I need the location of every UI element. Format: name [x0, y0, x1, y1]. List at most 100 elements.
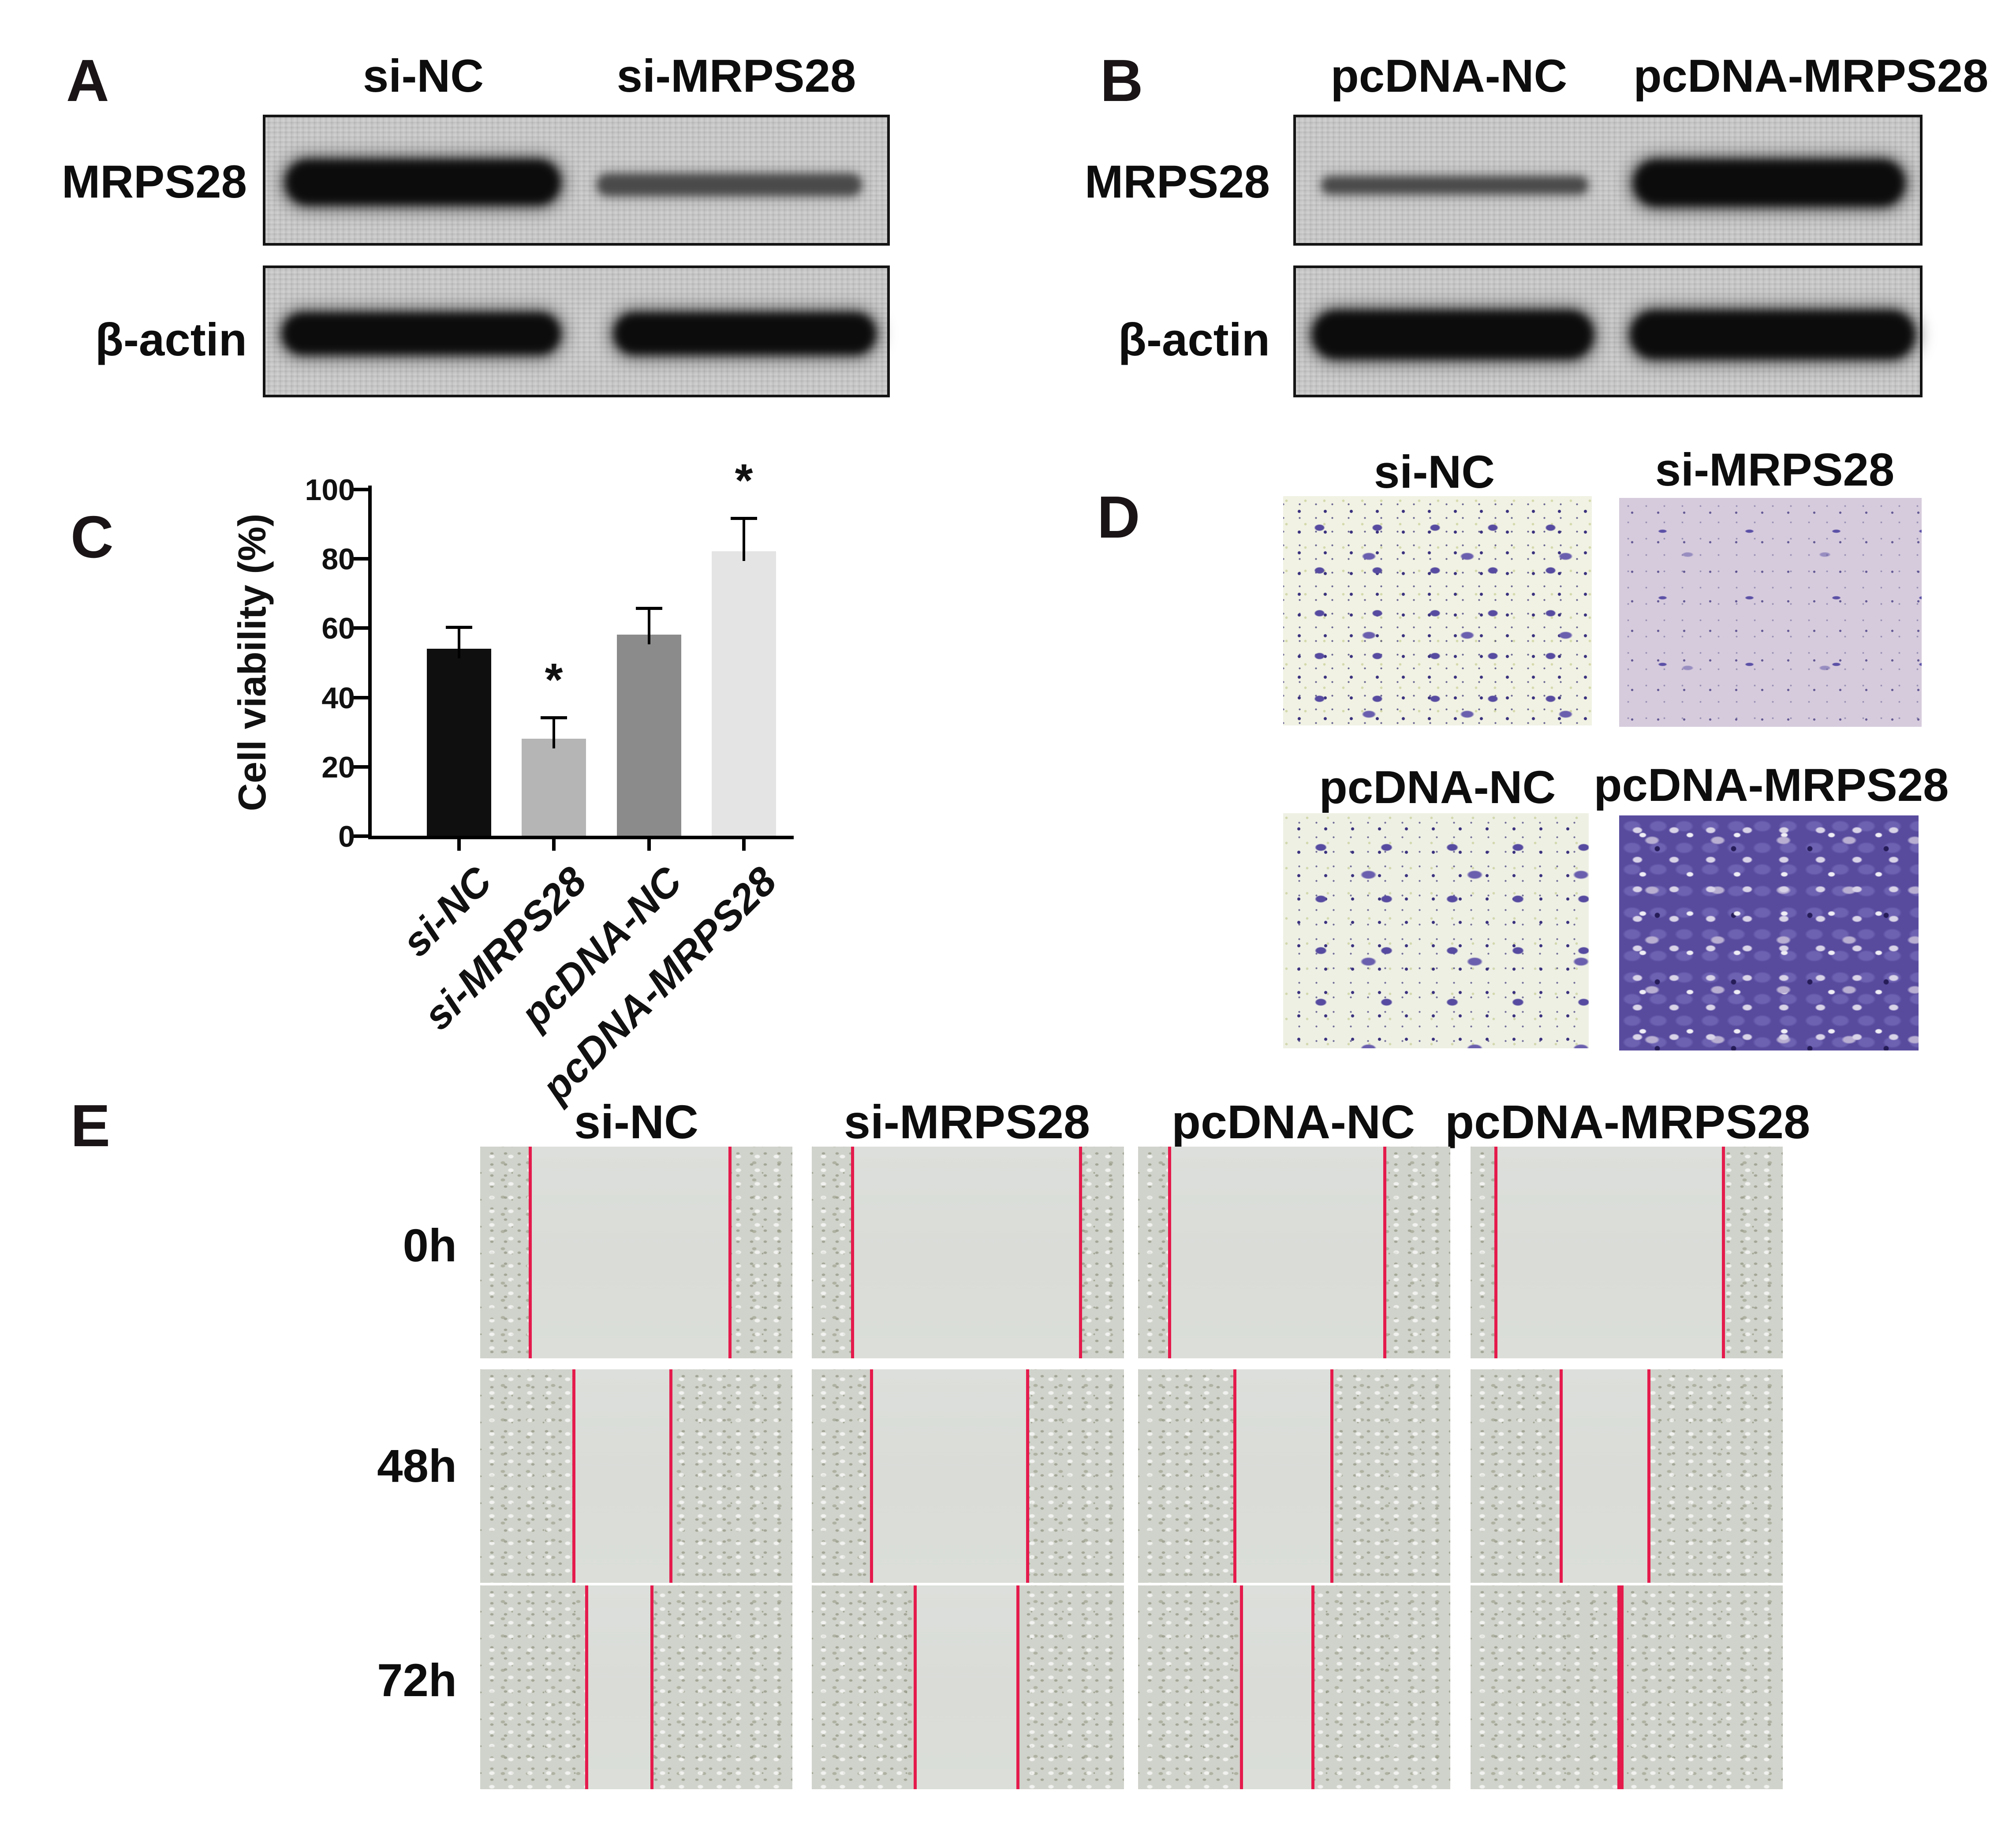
wound-image-72h-pcdna-mrps28: [1471, 1585, 1783, 1789]
wound-image-0h-pcdna-mrps28-right-line: [1722, 1147, 1725, 1358]
panel-e-row-label-0h: 0h: [403, 1220, 457, 1271]
wound-image-0h-pcdna-mrps28-left-line: [1494, 1147, 1497, 1358]
wound-image-48h-pcdna-mrps28: [1471, 1369, 1783, 1583]
bar-si-mrps28: [522, 739, 586, 836]
band-b-mrps28-pcdna-nc: [1322, 176, 1588, 194]
chart-y-tick-label-80: 80: [321, 542, 355, 576]
chart-y-tick-100: [352, 488, 368, 491]
panel-b-beta-actin-blot: [1293, 265, 1923, 397]
panel-d-header-si-nc: si-NC: [1374, 446, 1495, 498]
wound-image-48h-si-mrps28-gap: [873, 1369, 1027, 1583]
error-bar-si-nc: [458, 626, 460, 658]
chart-y-axis: [368, 486, 372, 839]
wound-image-0h-si-mrps28-right-line: [1079, 1147, 1082, 1358]
wound-image-48h-pcdna-nc-left-line: [1233, 1369, 1236, 1583]
wound-image-48h-si-nc-gap: [575, 1369, 671, 1583]
wound-image-48h-si-nc-right-line: [669, 1369, 672, 1583]
chart-y-tick-40: [352, 696, 368, 699]
band-a-actin-si-nc: [282, 312, 561, 355]
error-cap-pcdna-mrps28: [731, 517, 757, 520]
bar-si-nc: [427, 649, 491, 836]
panel-d-label: D: [1097, 484, 1140, 550]
panel-a-row-label-mrps28: MRPS28: [61, 156, 247, 208]
chart-y-tick-60: [352, 626, 368, 630]
transwell-image-si-nc: [1283, 496, 1592, 725]
panel-e-header-pcdna-nc: pcDNA-NC: [1172, 1095, 1415, 1148]
bar-pcdna-mrps28: [712, 551, 776, 836]
panel-a-row-label-beta-actin: β-actin: [95, 314, 247, 366]
panel-c-label: C: [71, 504, 114, 570]
wound-image-72h-pcdna-nc: [1138, 1585, 1450, 1789]
transwell-image-pcdna-mrps28: [1619, 815, 1919, 1050]
band-b-mrps28-pcdna-mrps28: [1633, 159, 1905, 207]
wound-image-0h-pcdna-mrps28: [1471, 1147, 1783, 1358]
panel-e-label: E: [71, 1092, 111, 1159]
wound-image-0h-si-mrps28-left-line: [851, 1147, 854, 1358]
significance-pcdna-mrps28: *: [735, 455, 753, 506]
band-a-mrps28-si-nc: [285, 159, 561, 206]
wound-image-0h-si-nc: [480, 1147, 792, 1358]
wound-image-0h-pcdna-nc-gap: [1171, 1147, 1385, 1358]
panel-e-row-label-72h: 72h: [377, 1655, 457, 1706]
chart-y-tick-label-60: 60: [321, 612, 355, 645]
wound-image-0h-si-mrps28: [812, 1147, 1124, 1358]
error-bar-pcdna-mrps28: [743, 517, 745, 561]
panel-b-col-header-pcdna-mrps28: pcDNA-MRPS28: [1633, 50, 1989, 102]
wound-image-0h-si-nc-left-line: [529, 1147, 532, 1358]
chart-y-tick-label-0: 0: [338, 820, 355, 853]
band-b-actin-pcdna-mrps28: [1630, 310, 1915, 359]
panel-b-label: B: [1100, 47, 1143, 114]
wound-image-48h-si-nc: [480, 1369, 792, 1583]
panel-d-header-si-mrps28: si-MRPS28: [1655, 444, 1895, 496]
band-b-actin-pcdna-nc: [1312, 310, 1594, 359]
wound-image-48h-pcdna-mrps28-gap: [1563, 1369, 1649, 1583]
wound-image-72h-si-nc: [480, 1585, 792, 1789]
panel-b-mrps28-blot: [1293, 115, 1923, 246]
chart-x-tick-si-nc: [457, 839, 461, 851]
chart-y-tick-label-40: 40: [321, 681, 355, 715]
wound-image-0h-pcdna-nc-left-line: [1168, 1147, 1171, 1358]
chart-x-axis: [368, 836, 794, 839]
wound-image-0h-pcdna-nc-right-line: [1383, 1147, 1386, 1358]
wound-image-72h-si-mrps28-gap: [917, 1585, 1018, 1789]
wound-image-48h-si-mrps28: [812, 1369, 1124, 1583]
panel-e-header-pcdna-mrps28: pcDNA-MRPS28: [1445, 1095, 1811, 1148]
transwell-image-pcdna-nc: [1283, 813, 1589, 1048]
wound-image-48h-pcdna-nc-right-line: [1330, 1369, 1333, 1583]
significance-si-mrps28: *: [545, 654, 563, 706]
chart-y-tick-label-100: 100: [305, 473, 355, 507]
band-a-mrps28-si-mrps28: [597, 174, 862, 196]
chart-y-tick-80: [352, 557, 368, 561]
panel-e-row-label-48h: 48h: [377, 1440, 457, 1492]
chart-y-tick-0: [352, 834, 368, 838]
wound-image-72h-si-mrps28: [812, 1585, 1124, 1789]
error-cap-si-mrps28: [541, 716, 567, 719]
error-bar-pcdna-nc: [648, 607, 650, 644]
error-bar-si-mrps28: [553, 716, 555, 748]
panel-a-col-header-si-mrps28: si-MRPS28: [616, 50, 856, 102]
panel-a-label: A: [66, 47, 109, 114]
panel-a-col-header-si-nc: si-NC: [362, 50, 484, 102]
wound-image-48h-si-mrps28-right-line: [1026, 1369, 1029, 1583]
wound-image-0h-pcdna-nc: [1138, 1147, 1450, 1358]
panel-a-mrps28-blot: [263, 115, 890, 246]
chart-x-tick-pcdna-mrps28: [742, 839, 746, 851]
wound-image-48h-pcdna-nc: [1138, 1369, 1450, 1583]
wound-image-48h-pcdna-mrps28-right-line: [1647, 1369, 1650, 1583]
chart-x-tick-pcdna-nc: [647, 839, 651, 851]
panel-e-header-si-nc: si-NC: [574, 1095, 699, 1148]
band-a-actin-si-mrps28: [613, 312, 876, 355]
wound-image-72h-pcdna-mrps28-closed-line: [1617, 1585, 1624, 1789]
wound-image-72h-pcdna-nc-left-line: [1240, 1585, 1243, 1789]
transwell-image-si-mrps28: [1619, 498, 1922, 727]
wound-image-72h-si-nc-gap: [588, 1585, 652, 1789]
error-cap-si-nc: [446, 626, 472, 629]
panel-d-header-pcdna-mrps28: pcDNA-MRPS28: [1594, 759, 1949, 811]
panel-b-row-label-mrps28: MRPS28: [1084, 156, 1270, 208]
bar-pcdna-nc: [617, 635, 681, 836]
wound-image-72h-si-nc-right-line: [650, 1585, 653, 1789]
wound-image-0h-si-nc-gap: [532, 1147, 730, 1358]
wound-image-72h-si-nc-left-line: [585, 1585, 588, 1789]
panel-a-beta-actin-blot: [263, 265, 890, 397]
